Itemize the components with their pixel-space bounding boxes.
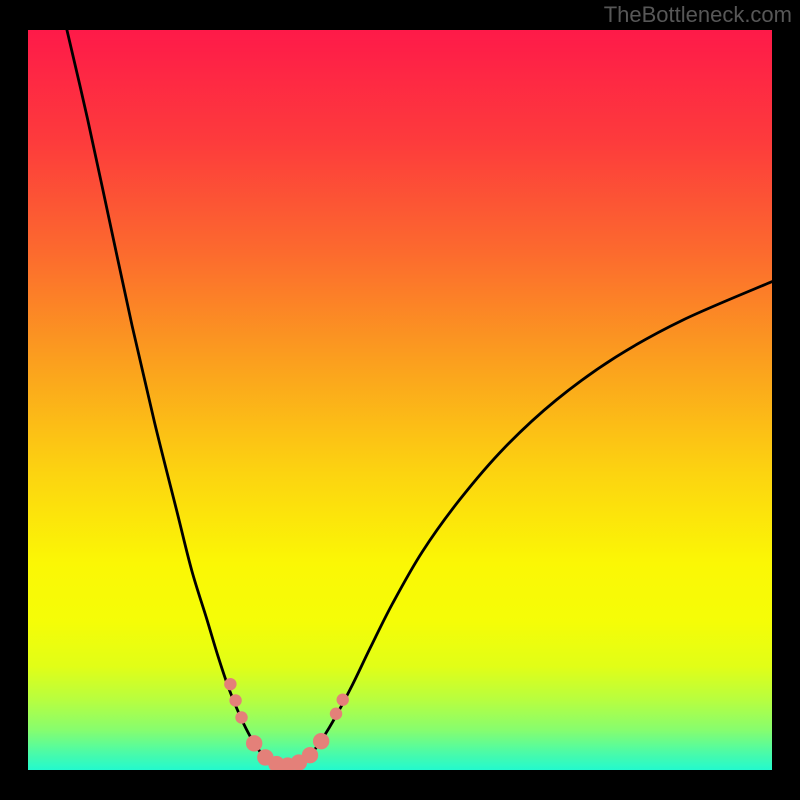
marker-dot xyxy=(337,694,349,706)
marker-dot xyxy=(246,735,262,751)
bottleneck-curve-chart xyxy=(28,30,772,770)
marker-dot xyxy=(302,747,318,763)
plot-area xyxy=(28,30,772,770)
chart-frame: TheBottleneck.com xyxy=(0,0,800,800)
marker-dot xyxy=(235,711,247,723)
gradient-background xyxy=(28,30,772,770)
watermark-text: TheBottleneck.com xyxy=(604,2,792,28)
marker-dot xyxy=(224,678,236,690)
marker-dot xyxy=(229,694,241,706)
marker-dot xyxy=(330,708,342,720)
marker-dot xyxy=(313,733,329,749)
